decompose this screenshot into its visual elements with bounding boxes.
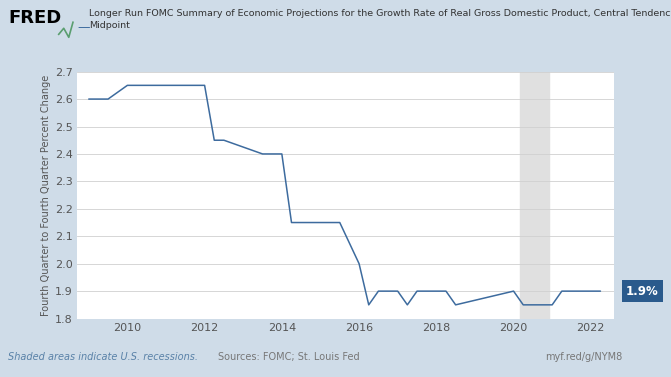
Bar	[520, 72, 549, 319]
Text: 1.9%: 1.9%	[626, 285, 658, 297]
Text: FRED: FRED	[8, 9, 61, 28]
Text: Shaded areas indicate U.S. recessions.: Shaded areas indicate U.S. recessions.	[8, 352, 198, 362]
Y-axis label: Fourth Quarter to Fourth Quarter Percent Change: Fourth Quarter to Fourth Quarter Percent…	[41, 75, 51, 316]
Text: Longer Run FOMC Summary of Economic Projections for the Growth Rate of Real Gros: Longer Run FOMC Summary of Economic Proj…	[89, 9, 671, 30]
Text: myf.red/g/NYM8: myf.red/g/NYM8	[545, 352, 623, 362]
Text: —: —	[77, 21, 90, 34]
Text: Sources: FOMC; St. Louis Fed: Sources: FOMC; St. Louis Fed	[217, 352, 360, 362]
